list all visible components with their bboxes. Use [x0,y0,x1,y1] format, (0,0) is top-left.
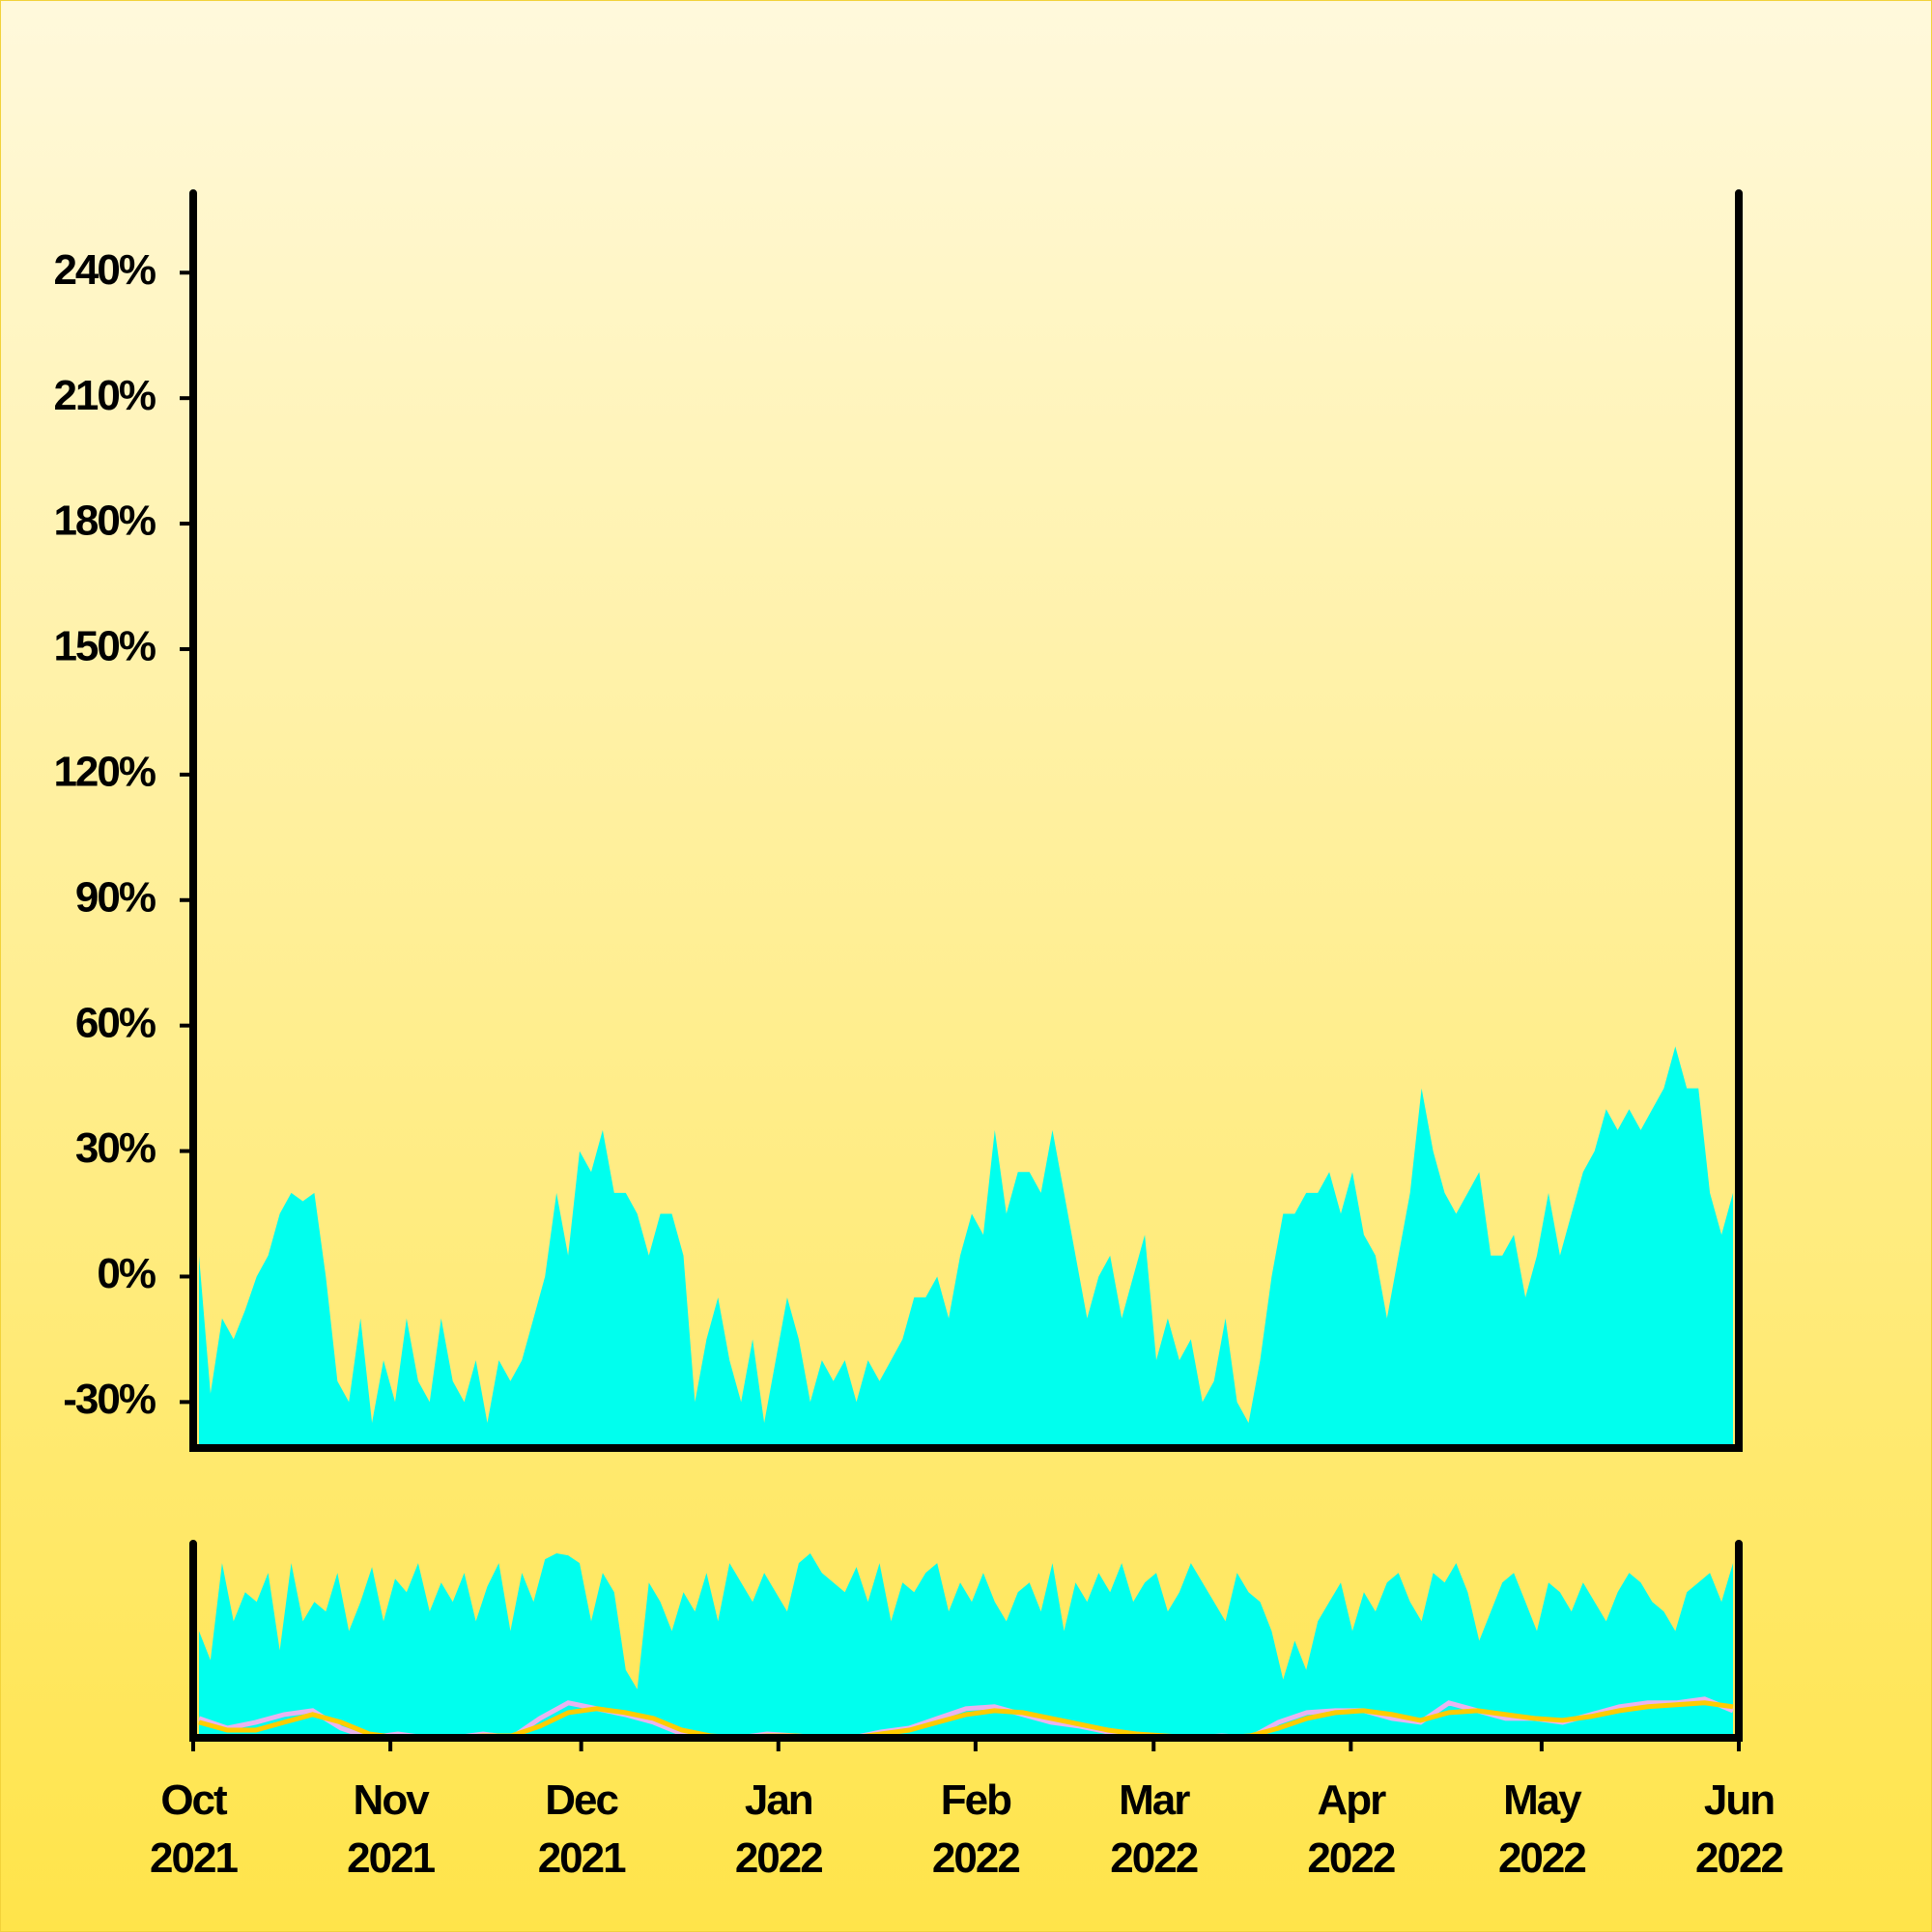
y-tick-label: 240% [53,246,155,294]
x-tick-label: May 2022 [1498,1776,1585,1882]
x-tick-label: Oct 2021 [150,1776,238,1882]
y-tick-label: 120% [53,748,155,795]
y-tick-label: 90% [75,873,156,921]
y-tick-label: 180% [53,497,155,545]
x-tick-label: Mar 2022 [1110,1776,1197,1882]
y-tick-label: 210% [53,372,155,419]
y-tick-label: 30% [75,1124,156,1172]
y-tick-label: 60% [75,999,156,1046]
y-tick-label: 150% [53,623,155,670]
x-tick-label: Feb 2022 [932,1776,1019,1882]
y-tick-label: 0% [97,1250,155,1297]
x-tick-label: Dec 2021 [538,1776,626,1882]
volume-area [199,1553,1733,1738]
x-tick-label: Nov 2021 [347,1776,435,1882]
y-tick-label: -30% [63,1376,156,1423]
x-tick-label: Apr 2022 [1307,1776,1394,1882]
x-tick-label: Jan 2022 [735,1776,822,1882]
x-tick-label: Jun 2022 [1695,1776,1782,1882]
axis-frame [189,189,1743,1452]
area [199,1046,1733,1448]
main-panel: -30% 0% 30% 60% 90% 120% 150% 180% 210% 240% [53,189,1743,1452]
axis-frame [189,1540,1743,1742]
volume-panel: Oct 2021 Nov 2021 Dec 2021 Jan 2022 Feb 2022 Mar 20… [150,1540,1784,1882]
